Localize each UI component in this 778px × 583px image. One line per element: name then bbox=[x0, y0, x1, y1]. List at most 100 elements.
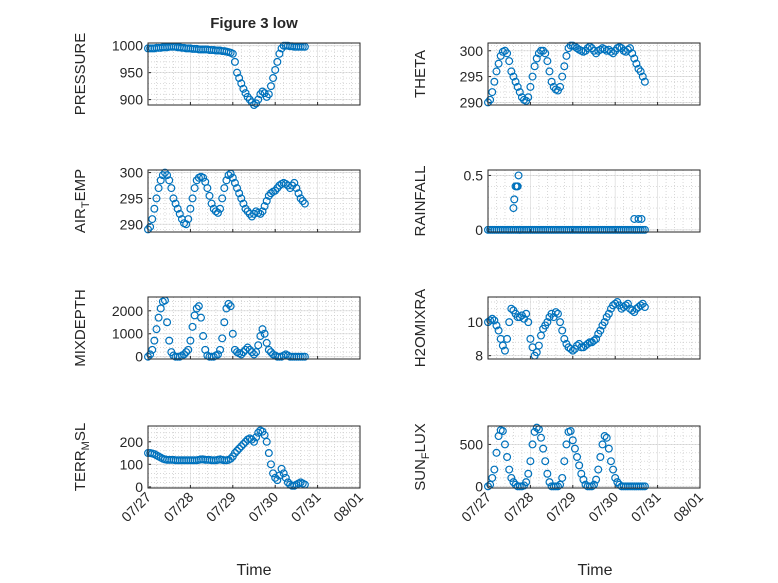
data-point bbox=[556, 318, 565, 327]
data-point bbox=[558, 72, 567, 81]
data-point bbox=[528, 72, 537, 81]
data-point bbox=[300, 199, 309, 208]
subplot-theta: 290 295 300 THETA bbox=[412, 41, 701, 110]
data-point bbox=[507, 304, 516, 313]
data-point bbox=[566, 344, 575, 353]
data-point bbox=[271, 186, 280, 195]
data-point bbox=[592, 475, 601, 484]
data-point bbox=[188, 322, 197, 331]
data-point bbox=[513, 82, 522, 91]
data-point bbox=[169, 194, 178, 203]
data-point bbox=[545, 67, 554, 76]
data-point bbox=[235, 74, 244, 83]
axes-box bbox=[147, 42, 361, 106]
data-point bbox=[547, 77, 556, 86]
data-point bbox=[288, 181, 297, 190]
axes-box bbox=[147, 296, 361, 360]
data-point bbox=[530, 427, 539, 436]
subplot-air-temp: 290 295 300 AIRTEMP bbox=[72, 165, 361, 234]
y-tick-label: 0 bbox=[475, 478, 483, 494]
data-point bbox=[237, 79, 246, 88]
y-axis-label: MIXDEPTH bbox=[72, 289, 89, 367]
data-point bbox=[146, 350, 155, 359]
data-point bbox=[526, 82, 535, 91]
data-point bbox=[509, 478, 518, 487]
y-tick-label: 0 bbox=[135, 479, 143, 495]
y-tick-label: 8 bbox=[475, 348, 483, 364]
y-axis-label: TERRMSL bbox=[72, 423, 92, 491]
data-point bbox=[509, 72, 518, 81]
data-point bbox=[566, 427, 575, 436]
data-point bbox=[190, 184, 199, 193]
y-tick-label: 1000 bbox=[112, 326, 143, 342]
data-point bbox=[505, 465, 514, 474]
y-tick-label: 0.5 bbox=[464, 167, 484, 183]
data-point bbox=[539, 444, 548, 453]
data-point bbox=[247, 348, 256, 357]
data-point bbox=[503, 49, 512, 58]
data-point bbox=[256, 332, 265, 341]
data-point bbox=[492, 321, 501, 330]
data-point bbox=[638, 72, 647, 81]
data-point bbox=[551, 482, 560, 491]
data-point bbox=[541, 49, 550, 58]
data-point bbox=[638, 225, 647, 234]
subplot-h2omixra: 8 10 H2OMIXRA bbox=[412, 289, 701, 367]
data-point bbox=[515, 313, 524, 322]
data-point bbox=[573, 44, 582, 53]
y-axis-label: H2OMIXRA bbox=[412, 289, 429, 367]
subplot-rainfall: 0 0.5 RAINFALL bbox=[412, 166, 701, 238]
data-point bbox=[277, 464, 286, 473]
data-point bbox=[604, 444, 613, 453]
y-tick-label: 300 bbox=[120, 165, 144, 181]
data-point bbox=[611, 299, 620, 308]
data-point bbox=[247, 212, 256, 221]
data-point bbox=[235, 444, 244, 453]
data-point bbox=[488, 88, 497, 97]
data-point bbox=[526, 334, 535, 343]
data-point bbox=[526, 457, 535, 466]
data-point bbox=[156, 176, 165, 185]
y-tick-label: 500 bbox=[460, 436, 484, 452]
data-point bbox=[260, 329, 269, 338]
data-point bbox=[488, 473, 497, 482]
data-point bbox=[226, 302, 235, 311]
y-tick-label: 295 bbox=[120, 190, 144, 206]
data-point bbox=[271, 473, 280, 482]
data-point bbox=[213, 208, 222, 217]
data-point bbox=[156, 304, 165, 313]
data-point bbox=[296, 194, 305, 203]
data-point bbox=[266, 82, 275, 91]
data-point bbox=[186, 204, 195, 213]
data-point bbox=[637, 214, 646, 223]
subplot-pressure: 900 950 1000 PRESSURE bbox=[72, 33, 361, 115]
data-point bbox=[233, 68, 242, 77]
data-point bbox=[492, 448, 501, 457]
data-point bbox=[503, 334, 512, 343]
data-point bbox=[634, 214, 643, 223]
data-point bbox=[494, 326, 503, 335]
data-point bbox=[273, 184, 282, 193]
data-point bbox=[152, 325, 161, 334]
data-point bbox=[515, 482, 524, 491]
data-point bbox=[220, 318, 229, 327]
data-point bbox=[252, 433, 261, 442]
data-point bbox=[226, 454, 235, 463]
data-point bbox=[553, 309, 562, 318]
data-point bbox=[239, 440, 248, 449]
data-point bbox=[560, 457, 569, 466]
data-point bbox=[213, 350, 222, 359]
y-axis-label: RAINFALL bbox=[412, 166, 429, 237]
plot-area bbox=[488, 170, 700, 232]
data-point bbox=[237, 350, 246, 359]
data-point bbox=[532, 54, 541, 63]
data-point bbox=[160, 168, 169, 177]
data-point bbox=[273, 476, 282, 485]
data-point bbox=[596, 453, 605, 462]
data-point bbox=[640, 482, 649, 491]
data-point bbox=[492, 67, 501, 76]
data-point bbox=[488, 314, 497, 323]
data-point bbox=[507, 67, 516, 76]
data-point bbox=[606, 457, 615, 466]
data-point bbox=[158, 171, 167, 180]
